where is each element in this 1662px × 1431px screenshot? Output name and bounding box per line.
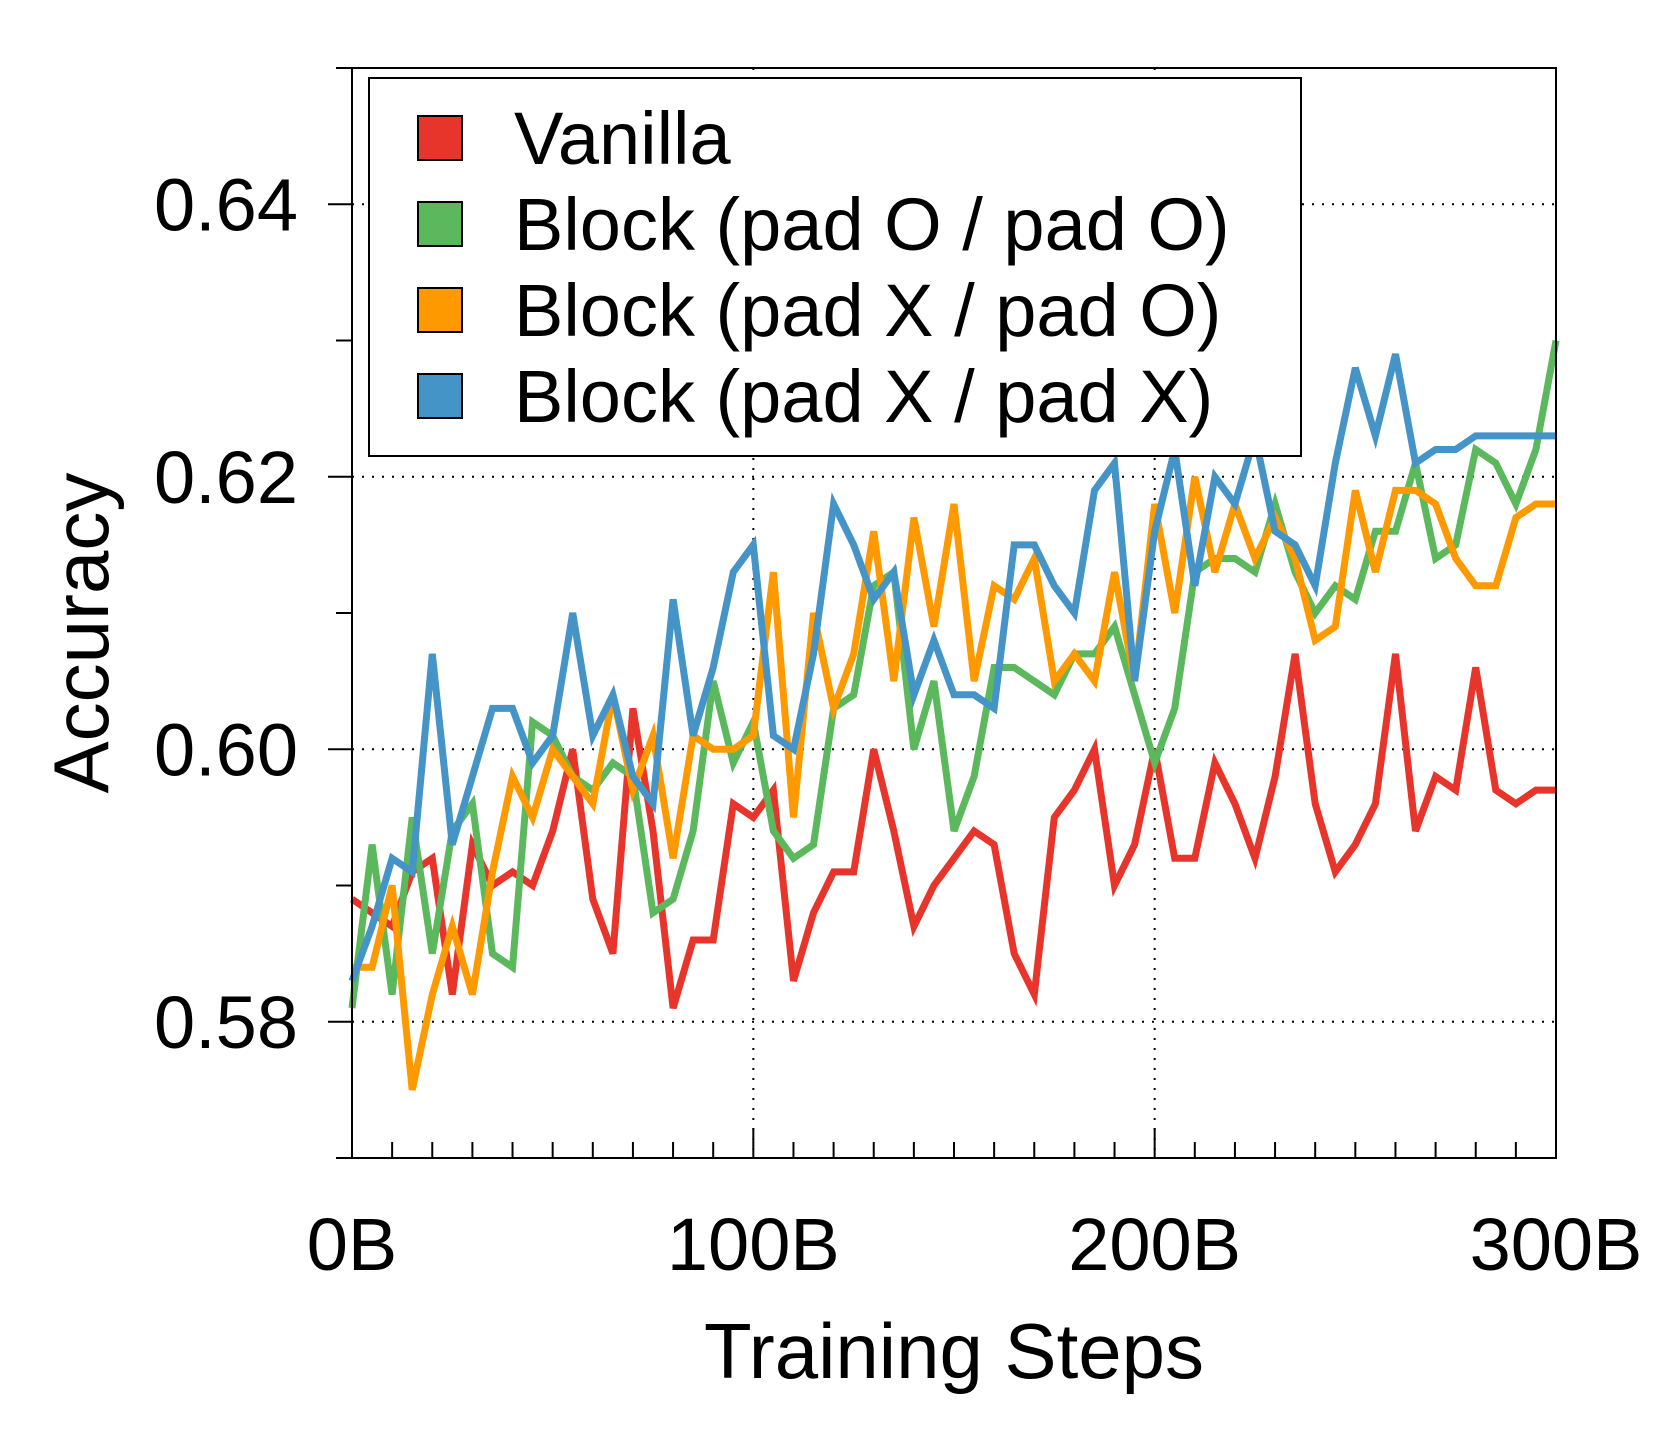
y-tick-label: 0.58 bbox=[154, 981, 298, 1064]
x-axis: 0B 100B 200B 300B bbox=[307, 1203, 1643, 1286]
legend-swatch bbox=[417, 201, 463, 247]
y-tick-label: 0.62 bbox=[154, 436, 298, 519]
y-tick-label: 0.64 bbox=[154, 163, 298, 246]
x-tick-label: 0B bbox=[307, 1203, 398, 1286]
series-line-3 bbox=[348, 353, 1556, 983]
x-tick-label: 100B bbox=[667, 1203, 840, 1286]
plot-frame bbox=[351, 67, 1557, 1159]
series-line-0 bbox=[350, 653, 1556, 1010]
minor-ticks bbox=[328, 67, 1557, 1159]
x-axis-label: Training Steps bbox=[704, 1307, 1204, 1395]
legend-box bbox=[368, 77, 1302, 457]
legend-entry-label: Block (pad O / pad O) bbox=[514, 183, 1230, 266]
y-axis-label: Accuracy bbox=[37, 473, 125, 794]
x-tick-label: 300B bbox=[1470, 1203, 1643, 1286]
legend-entry-label: Vanilla bbox=[514, 97, 731, 180]
legend-entry-label: Block (pad X / pad O) bbox=[514, 269, 1221, 352]
series-line-2 bbox=[352, 476, 1556, 1091]
series-lines bbox=[348, 339, 1560, 1091]
x-tick-label: 200B bbox=[1068, 1203, 1241, 1286]
legend-swatch bbox=[417, 373, 463, 419]
legend-swatch bbox=[417, 287, 463, 333]
y-axis: 0.58 0.60 0.62 0.64 bbox=[154, 163, 298, 1064]
y-tick-label: 0.60 bbox=[154, 708, 298, 791]
legend-entry-label: Block (pad X / pad X) bbox=[514, 355, 1213, 438]
legend-swatch bbox=[417, 115, 463, 161]
